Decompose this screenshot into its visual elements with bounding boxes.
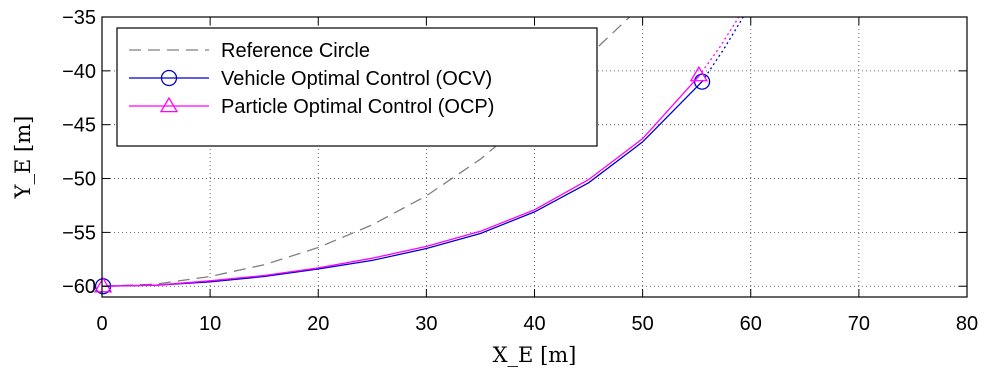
- x-tick-label: 40: [523, 313, 545, 335]
- series-marker-particle-optimal-control-ocp: [689, 65, 708, 82]
- legend-marker-particle-optimal-control-ocp: [159, 96, 179, 113]
- legend-label-reference-circle: Reference Circle: [221, 40, 370, 62]
- x-tick-label: 20: [307, 313, 329, 335]
- series-extension-vehicle-optimal-control-ocv: [701, 16, 744, 82]
- legend: Reference Circle Vehicle Optimal Control …: [116, 27, 598, 147]
- ticks: 0 10 20 30 40 50 60 70 80 −35 −40 −45 −50 −55 −60: [62, 7, 978, 335]
- x-tick-label: 30: [415, 313, 437, 335]
- legend-marker-vehicle-optimal-control-ocv: [160, 69, 178, 87]
- y-axis-label: Y_E [m]: [11, 116, 35, 200]
- x-tick-label: 10: [199, 313, 221, 335]
- x-tick-label: 70: [848, 313, 870, 335]
- legend-label-vehicle-optimal-control-ocv: Vehicle Optimal Control (OCV): [221, 68, 492, 90]
- series-line-vehicle-optimal-control-ocv: [101, 81, 703, 287]
- series-marker-particle-optimal-control-ocp: [93, 276, 113, 293]
- legend-label-particle-optimal-control-ocp: Particle Optimal Control (OCP): [221, 96, 494, 118]
- x-tick-label: 60: [740, 313, 762, 335]
- series-extension-particle-optimal-control-ocp: [698, 16, 740, 77]
- x-tick-label: 0: [96, 313, 107, 335]
- y-tick-label: −40: [62, 61, 96, 83]
- legend-box: [116, 27, 598, 147]
- y-tick-label: −55: [62, 222, 96, 244]
- y-tick-label: −60: [62, 276, 96, 298]
- x-axis-label: X_E [m]: [493, 343, 577, 367]
- x-tick-label: 50: [632, 313, 654, 335]
- y-tick-label: −50: [62, 169, 96, 191]
- y-tick-label: −35: [62, 7, 96, 29]
- series-line-particle-optimal-control-ocp: [101, 75, 700, 287]
- x-tick-label: 80: [956, 313, 978, 335]
- y-tick-label: −45: [62, 115, 96, 137]
